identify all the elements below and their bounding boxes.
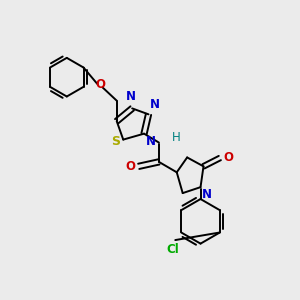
Text: N: N	[202, 188, 212, 201]
Text: O: O	[95, 78, 105, 92]
Text: N: N	[126, 90, 136, 103]
Text: H: H	[171, 131, 180, 144]
Text: S: S	[111, 135, 120, 148]
Text: N: N	[146, 135, 156, 148]
Text: N: N	[149, 98, 160, 111]
Text: O: O	[224, 151, 234, 164]
Text: Cl: Cl	[166, 243, 179, 256]
Text: O: O	[125, 160, 135, 173]
